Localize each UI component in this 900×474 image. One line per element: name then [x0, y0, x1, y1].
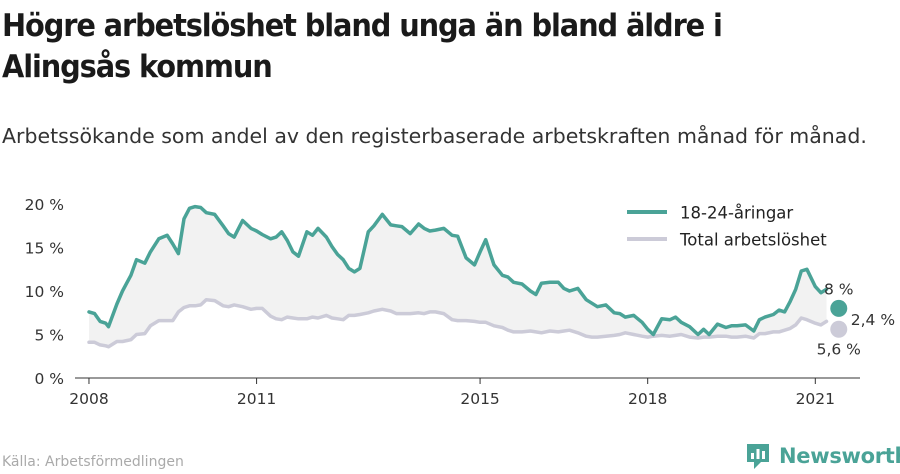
difference-band — [89, 206, 827, 347]
chart-subtitle: Arbetssökande som andel av den registerb… — [2, 124, 867, 148]
series-line-youth — [87, 204, 829, 337]
tick-labels-layer: 0 % 5 % 10 % 15 % 20 % 2008 2011 2015 2018 2021 — [25, 196, 835, 408]
legend: 18-24-åringar Total arbetslöshet — [627, 204, 827, 250]
difference-band-layer — [89, 206, 827, 347]
x-tick-label: 2011 — [237, 390, 276, 408]
difference-label: 2,4 % — [851, 311, 895, 329]
x-tick-label: 2021 — [796, 390, 835, 408]
series-lines-layer — [87, 204, 829, 349]
line-chart: 0 % 5 % 10 % 15 % 20 % 2008 2011 2015 2018 2021 8… — [25, 196, 895, 408]
end-point-youth — [830, 299, 848, 317]
end-points-layer: 8 % 5,6 % 2,4 % — [817, 280, 895, 358]
end-point-total — [830, 320, 848, 338]
source-note: Källa: Arbetsförmedlingen — [2, 454, 184, 470]
y-tick-label: 5 % — [34, 327, 64, 345]
y-tick-label: 15 % — [25, 240, 64, 258]
end-label-youth: 8 % — [824, 280, 854, 298]
x-tick-label: 2008 — [69, 390, 108, 408]
newsworthy-logo-icon — [747, 444, 769, 469]
y-tick-label: 0 % — [34, 370, 64, 388]
legend-label-youth: 18-24-åringar — [680, 204, 793, 223]
y-tick-label: 20 % — [25, 196, 64, 214]
x-tick-label: 2018 — [628, 390, 667, 408]
end-label-total: 5,6 % — [817, 340, 861, 358]
brand-name: Newsworthy — [779, 444, 900, 468]
y-tick-label: 10 % — [25, 283, 64, 301]
brand-logo: Newsworthy — [745, 440, 900, 472]
chart-title: Högre arbetslöshet bland unga än bland ä… — [2, 8, 723, 85]
legend-label-total: Total arbetslöshet — [679, 231, 827, 250]
series-line-total — [87, 297, 829, 349]
x-tick-label: 2015 — [460, 390, 499, 408]
